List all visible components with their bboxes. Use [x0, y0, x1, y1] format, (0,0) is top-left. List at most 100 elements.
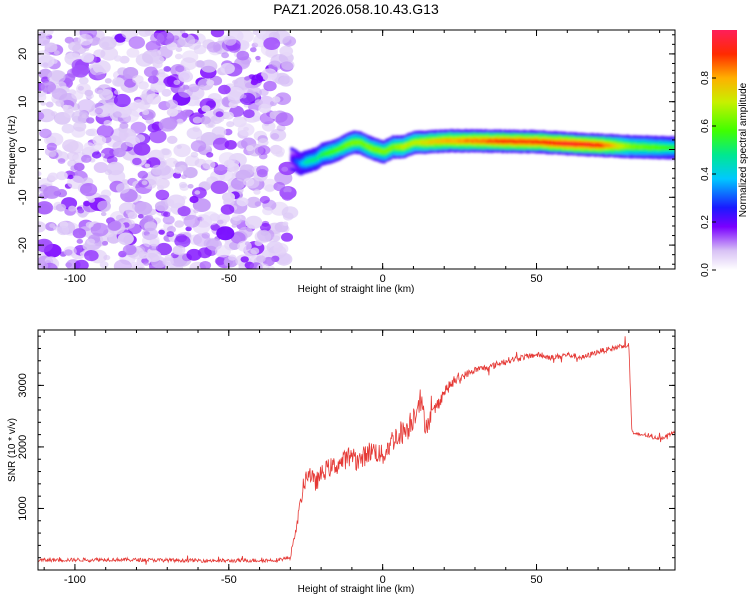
- signal-band-cell: [411, 140, 414, 146]
- signal-band-cell: [643, 144, 647, 149]
- spectrogram-noise-region: [38, 30, 299, 269]
- signal-band-cell: [641, 144, 645, 150]
- noise-speckle: [97, 89, 104, 95]
- noise-speckle: [44, 42, 58, 53]
- signal-band-cell: [639, 145, 643, 150]
- noise-speckle: [197, 247, 212, 259]
- noise-speckle: [172, 245, 186, 256]
- signal-band-cell: [322, 151, 326, 157]
- noise-speckle: [259, 88, 269, 97]
- noise-speckle: [57, 158, 66, 164]
- noise-speckle: [103, 254, 111, 261]
- signal-band-cell: [428, 139, 431, 145]
- noise-speckle: [178, 86, 193, 98]
- noise-speckle: [144, 214, 154, 222]
- noise-speckle: [187, 39, 202, 50]
- snr-x-tick-label: -50: [221, 574, 237, 586]
- signal-band-cell: [544, 140, 548, 145]
- noise-speckle: [162, 215, 175, 225]
- signal-band-cell: [665, 145, 668, 150]
- noise-speckle: [181, 32, 189, 38]
- noise-speckle: [210, 30, 225, 38]
- noise-speckle: [282, 221, 289, 226]
- signal-band-cell: [445, 138, 449, 144]
- signal-band-cell: [460, 139, 464, 144]
- noise-speckle: [166, 135, 178, 144]
- signal-band-cell: [387, 147, 391, 152]
- spectrogram-y-tick-label: -10: [17, 189, 29, 205]
- noise-speckle: [141, 227, 159, 241]
- signal-band-cell: [505, 139, 509, 144]
- signal-band-cell: [331, 149, 335, 154]
- noise-speckle: [165, 157, 178, 168]
- noise-speckle: [51, 88, 68, 100]
- noise-speckle: [38, 238, 53, 253]
- noise-speckle: [186, 127, 203, 140]
- noise-speckle: [143, 66, 158, 78]
- noise-speckle: [158, 72, 166, 78]
- signal-band-cell: [477, 139, 481, 144]
- snr-x-tick-label: 0: [380, 574, 386, 586]
- noise-speckle: [231, 213, 242, 221]
- noise-speckle: [78, 76, 89, 85]
- noise-speckle: [223, 159, 235, 168]
- signal-band-cell: [581, 142, 584, 147]
- noise-speckle: [193, 209, 199, 214]
- noise-speckle: [207, 122, 214, 128]
- signal-band-cell: [520, 139, 524, 144]
- signal-band-cell: [415, 140, 419, 145]
- noise-speckle: [185, 226, 192, 232]
- signal-band-cell: [363, 142, 367, 147]
- noise-speckle: [74, 259, 89, 269]
- spectrogram-y-tick-label: 0: [17, 146, 29, 152]
- signal-band-cell: [307, 158, 311, 164]
- signal-band-cell: [383, 149, 386, 154]
- noise-speckle: [272, 235, 281, 242]
- signal-band-cell: [652, 144, 655, 150]
- noise-speckle: [93, 49, 106, 59]
- signal-band-cell: [535, 139, 539, 145]
- spectrogram-x-label: Height of straight line (km): [298, 284, 415, 295]
- noise-speckle: [155, 242, 172, 256]
- noise-speckle: [263, 80, 277, 92]
- signal-band-cell: [299, 161, 302, 166]
- noise-speckle: [174, 53, 183, 60]
- noise-speckle: [85, 128, 96, 137]
- signal-band-cell: [408, 141, 412, 147]
- signal-band-cell: [660, 145, 664, 150]
- noise-speckle: [236, 50, 250, 61]
- spectrogram-y-tick-label: -20: [17, 237, 29, 253]
- noise-speckle: [137, 81, 149, 90]
- noise-speckle: [268, 60, 282, 71]
- signal-band-cell: [622, 143, 625, 149]
- signal-band-cell: [596, 142, 599, 147]
- noise-speckle: [99, 261, 109, 269]
- signal-band-cell: [451, 139, 455, 144]
- noise-speckle: [254, 99, 263, 106]
- noise-speckle: [174, 220, 185, 228]
- noise-speckle: [226, 121, 235, 128]
- signal-band-cell: [647, 145, 651, 150]
- noise-speckle: [40, 81, 56, 93]
- noise-speckle: [256, 169, 268, 178]
- spectrogram-x-tick-label: 0: [380, 273, 386, 285]
- signal-band-cell: [510, 139, 513, 144]
- noise-speckle: [162, 257, 174, 267]
- signal-band-cell: [439, 138, 442, 144]
- noise-speckle: [72, 228, 87, 239]
- noise-speckle: [187, 184, 194, 189]
- signal-band-cell: [533, 139, 537, 144]
- spectrogram-x-tick-label: -100: [64, 273, 86, 285]
- noise-speckle: [166, 99, 178, 109]
- noise-speckle: [114, 79, 124, 87]
- noise-speckle: [276, 252, 291, 264]
- signal-band-cell: [514, 139, 518, 144]
- signal-band-cell: [628, 144, 632, 149]
- noise-speckle: [202, 159, 216, 170]
- noise-speckle: [231, 223, 238, 228]
- noise-speckle: [241, 94, 247, 99]
- signal-band-cell: [314, 157, 317, 162]
- signal-band-cell: [454, 138, 457, 144]
- colorbar-tick-label: 0.2: [700, 215, 711, 229]
